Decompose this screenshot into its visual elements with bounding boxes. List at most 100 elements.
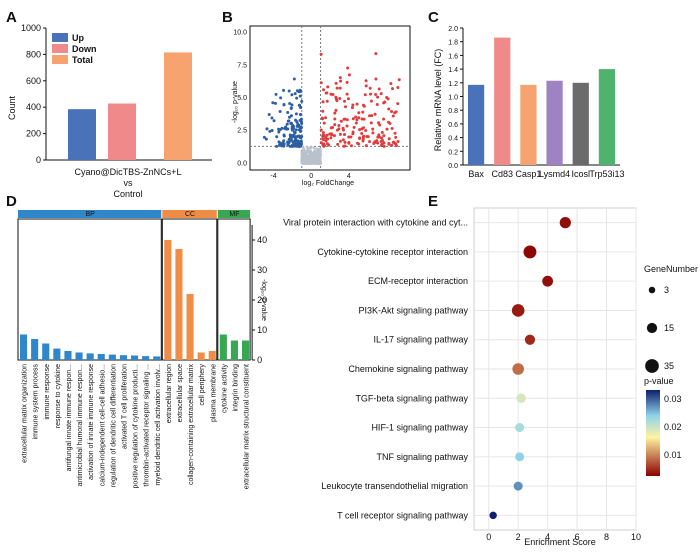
panel-b-point-down: [299, 126, 303, 130]
panel-b-point-up: [319, 81, 323, 85]
panel-a-xlabel-line2: vs: [124, 178, 134, 188]
panel-c-category-label: Cd83: [491, 169, 513, 179]
panel-b-xtick-label: -4: [270, 173, 276, 180]
panel-c-ytick-label: 1.0: [448, 95, 458, 102]
panel-b-point-up: [329, 136, 333, 140]
panel-b-point-ns: [305, 145, 309, 149]
panel-b-point-up: [321, 142, 325, 146]
panel-b-point-down: [294, 142, 298, 146]
panel-b-point-up: [396, 140, 400, 144]
panel-b-point-up: [378, 123, 382, 127]
panel-label-c: C: [428, 9, 439, 26]
panel-b-frame: [249, 25, 411, 171]
panel-b-xtick-label: 0: [309, 173, 313, 180]
panel-b-ytick-label: 10.0: [233, 30, 247, 37]
panel-a-legend-label: Down: [72, 44, 97, 54]
panel-b-point-up: [333, 123, 337, 127]
panel-b-point-up: [325, 99, 329, 103]
panel-a-legend-label: Total: [72, 55, 93, 65]
panel-a-ytick-label: 200: [26, 129, 41, 139]
panel-e-pathway-label: Cytokine-cytokine receptor interaction: [317, 247, 468, 257]
panel-b-point-up: [338, 132, 342, 136]
panel-e-color-legend-label: 0.03: [664, 394, 682, 404]
panel-e-pathway-label: HIF-1 signaling pathway: [371, 423, 468, 433]
panel-b-point-up: [343, 140, 347, 144]
panel-b-point-down: [277, 130, 281, 134]
panel-b-point-down: [299, 106, 303, 110]
panel-b-point-up: [335, 99, 339, 103]
panel-b-point-up: [374, 92, 378, 96]
panel-b-point-ns: [302, 153, 306, 157]
panel-a-xlabel-line1: Cyano@DicTBS-ZnNCs+L: [75, 167, 182, 177]
panel-b-point-up: [338, 96, 342, 100]
panel-b-point-down: [295, 124, 299, 128]
panel-c-ytick-label: 2.0: [448, 26, 458, 33]
panel-b-point-up: [351, 103, 355, 107]
panel-b-point-down: [285, 122, 289, 126]
panel-b-point-down: [288, 139, 292, 143]
panel-b-point-down: [280, 126, 284, 130]
panel-b-point-ns: [307, 156, 311, 160]
panel-d-category-label: extracellular matrix organization: [22, 364, 29, 463]
panel-e-dot: [516, 393, 526, 404]
panel-d-category-label: antifungal innate immune respon...: [66, 364, 73, 471]
panel-c-ytick-label: 1.4: [448, 67, 458, 74]
panel-d-category-label: regulation of dendritic cell differentia…: [110, 364, 117, 487]
panel-e-pathway-label: PI3K-Akt signaling pathway: [358, 305, 468, 315]
panel-d-group-label: MF: [229, 211, 239, 218]
panel-e-pathway-label: Chemokine signaling pathway: [348, 364, 468, 374]
panel-b-point-up: [383, 100, 387, 104]
panel-b-point-down: [270, 129, 274, 133]
panel-b-point-up: [345, 92, 349, 96]
panel-d-ytick-label: 40: [257, 235, 267, 245]
panel-b-point-up: [334, 81, 338, 85]
panel-b-point-up: [345, 80, 349, 84]
panel-b-point-up: [390, 127, 394, 131]
panel-b-point-up: [338, 86, 342, 90]
panel-b-point-up: [385, 127, 389, 131]
panel-e-pathway-label: Viral protein interaction with cytokine …: [283, 218, 468, 228]
panel-b-point-down: [287, 115, 291, 119]
panel-b-point-ns: [314, 160, 318, 164]
panel-b-point-down: [298, 130, 302, 134]
panel-d-category-label: myeloid dendritic cell activation involv…: [155, 364, 162, 486]
panel-label-a: A: [6, 9, 17, 26]
panel-b-point-down: [291, 140, 295, 144]
panel-d-bar: [197, 352, 205, 360]
panel-b-point-up: [336, 128, 340, 132]
panel-d-category-label: positive regulation of cytokine producti…: [133, 364, 140, 489]
panel-d-group-label: CC: [185, 211, 195, 218]
panel-b-point-up: [385, 95, 389, 99]
panel-b-point-up: [358, 128, 362, 132]
panel-d-bar: [153, 356, 161, 360]
panel-c-category-label: Lysmd4: [539, 169, 570, 179]
panel-b-point-ns: [312, 146, 316, 150]
panel-label-b: B: [222, 9, 233, 26]
panel-b-point-up: [371, 127, 375, 131]
panel-a-bar-total: [164, 52, 192, 160]
panel-e-size-legend-dot: [648, 286, 656, 294]
panel-d-category-label: extracellular space: [177, 364, 184, 422]
panel-b-point-ns: [318, 154, 322, 158]
panel-e-dot: [542, 275, 554, 287]
panel-d-bar: [208, 351, 216, 360]
panel-d-category-label: immune response: [44, 364, 51, 420]
panel-c-bar-cd83: [494, 37, 511, 166]
panel-e-dot: [515, 452, 525, 462]
panel-b-point-down: [294, 138, 298, 142]
panel-a-xlabel-line3: Control: [113, 189, 142, 199]
panel-c-ylabel: Relative mRNA level (FC): [433, 49, 443, 152]
panel-b-point-down: [282, 144, 286, 148]
panel-a-ylabel: Count: [7, 96, 17, 121]
panel-e-xtick-label: 8: [604, 532, 609, 542]
panel-b-point-up: [332, 134, 336, 138]
panel-b-point-ns: [310, 146, 313, 149]
panel-b-point-up: [382, 117, 386, 121]
panel-d-group-band-bp: [18, 210, 162, 218]
panel-b-point-down: [288, 101, 292, 105]
panel-d-category-label: immune system process: [33, 364, 40, 440]
panel-b-point-up: [350, 106, 354, 110]
panel-b-point-up: [329, 92, 333, 96]
panel-b-point-up: [375, 139, 379, 143]
panel-d-bar: [64, 351, 72, 360]
